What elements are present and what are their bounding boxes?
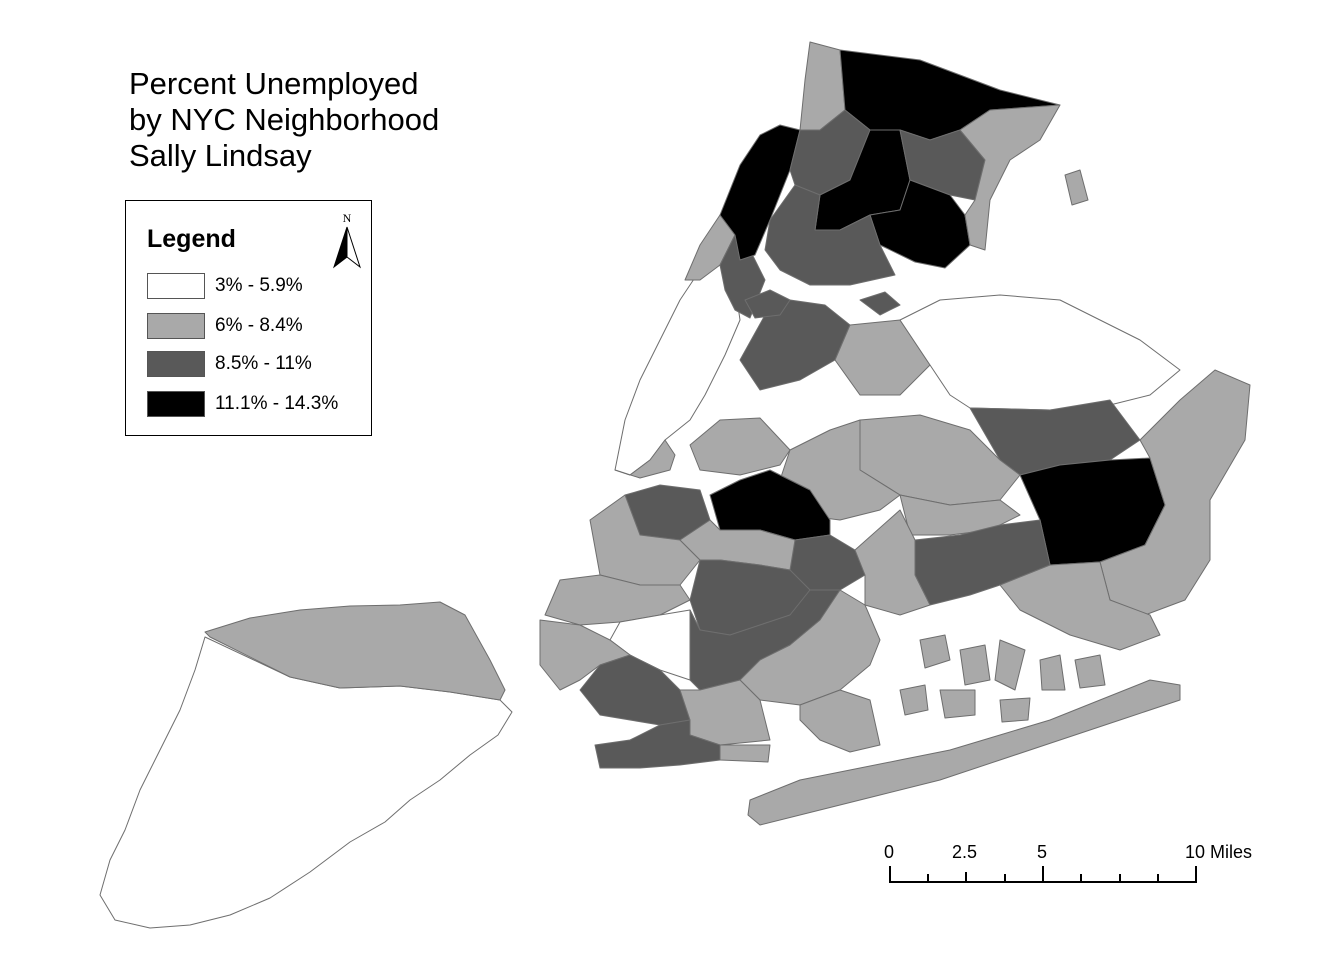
scale-bar-ruler — [889, 866, 1197, 883]
region-jamaica-bay-island-3 — [994, 639, 1026, 691]
region-jamaica-bay-island-5 — [939, 689, 976, 719]
region-jamaica-bay-island-4 — [1039, 654, 1066, 691]
region-bronx-south — [764, 184, 896, 286]
region-brooklyn-canarsie — [739, 589, 881, 706]
region-manhattan-battery — [614, 439, 676, 479]
legend-label: 6% - 8.4% — [215, 315, 303, 336]
scale-bar: 0 2.5 5 10 Miles — [880, 838, 1280, 898]
legend: Legend N 3% - 5.9% 6% - 8.4% 8.5% - 11% … — [125, 200, 372, 436]
legend-swatch-class-3 — [147, 351, 205, 377]
region-brooklyn-greenpoint — [689, 417, 791, 476]
region-jamaica-bay-island-8 — [1074, 654, 1106, 689]
region-jamaica-bay-island-2 — [959, 644, 991, 686]
scale-label-0: 0 — [884, 842, 895, 862]
scale-label-2-5: 2.5 — [952, 842, 978, 862]
region-staten-island-north — [204, 601, 506, 701]
map-author: Sally Lindsay — [129, 138, 312, 173]
region-brooklyn-marine-park — [799, 689, 881, 753]
legend-swatch-class-4 — [147, 391, 205, 417]
legend-title: Legend — [147, 225, 236, 253]
region-randalls-island — [744, 289, 791, 319]
region-rikers-island — [859, 291, 901, 316]
north-arrow-icon: N — [330, 209, 364, 271]
region-queens-east — [1099, 369, 1251, 616]
map-title: Percent Unemployed by NYC Neighborhood S… — [129, 66, 439, 174]
region-jamaica-bay-island-6 — [999, 697, 1031, 723]
region-bronx-east — [959, 104, 1061, 251]
region-jamaica-bay-island-1 — [919, 634, 951, 669]
region-brooklyn-east-ny — [854, 509, 931, 616]
legend-label: 3% - 5.9% — [215, 275, 303, 296]
scale-label-5: 5 — [1037, 842, 1048, 862]
scale-label-10-miles: 10 Miles — [1185, 842, 1253, 862]
legend-label: 8.5% - 11% — [215, 353, 312, 374]
legend-swatch-class-1 — [147, 273, 205, 299]
region-queens-flushing — [899, 294, 1181, 411]
legend-swatch-class-2 — [147, 313, 205, 339]
region-city-island — [1064, 169, 1089, 206]
region-rockaway — [747, 679, 1181, 826]
region-brooklyn-sunset-park — [544, 574, 691, 626]
region-brooklyn-manhattan-beach — [719, 744, 771, 763]
region-queens-southeast — [999, 561, 1161, 651]
north-label: N — [343, 211, 352, 225]
region-jamaica-bay-island-7 — [899, 684, 929, 716]
map-title-line-2: by NYC Neighborhood — [129, 102, 440, 137]
legend-label: 11.1% - 14.3% — [215, 393, 339, 414]
map-title-line-1: Percent Unemployed — [129, 66, 419, 101]
region-queens-richmond-hill — [899, 494, 1021, 536]
